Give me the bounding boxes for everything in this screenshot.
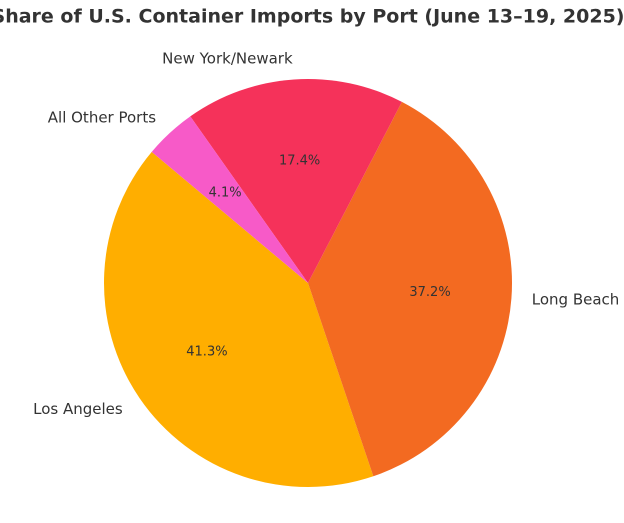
value-label: 4.1%	[209, 185, 242, 200]
slice-label: New York/Newark	[162, 50, 293, 68]
pie-slice	[308, 101, 513, 477]
value-label: 37.2%	[409, 285, 450, 300]
slice-label: Los Angeles	[33, 400, 123, 418]
pie-slice	[151, 116, 308, 283]
slice-label: Long Beach	[532, 291, 620, 309]
value-label: 41.3%	[186, 345, 227, 360]
pie-slice	[190, 79, 402, 283]
value-label: 17.4%	[279, 153, 320, 168]
slice-label: All Other Ports	[48, 108, 156, 126]
chart-title: Share of U.S. Container Imports by Port …	[0, 6, 624, 28]
pie-slice	[103, 151, 374, 488]
